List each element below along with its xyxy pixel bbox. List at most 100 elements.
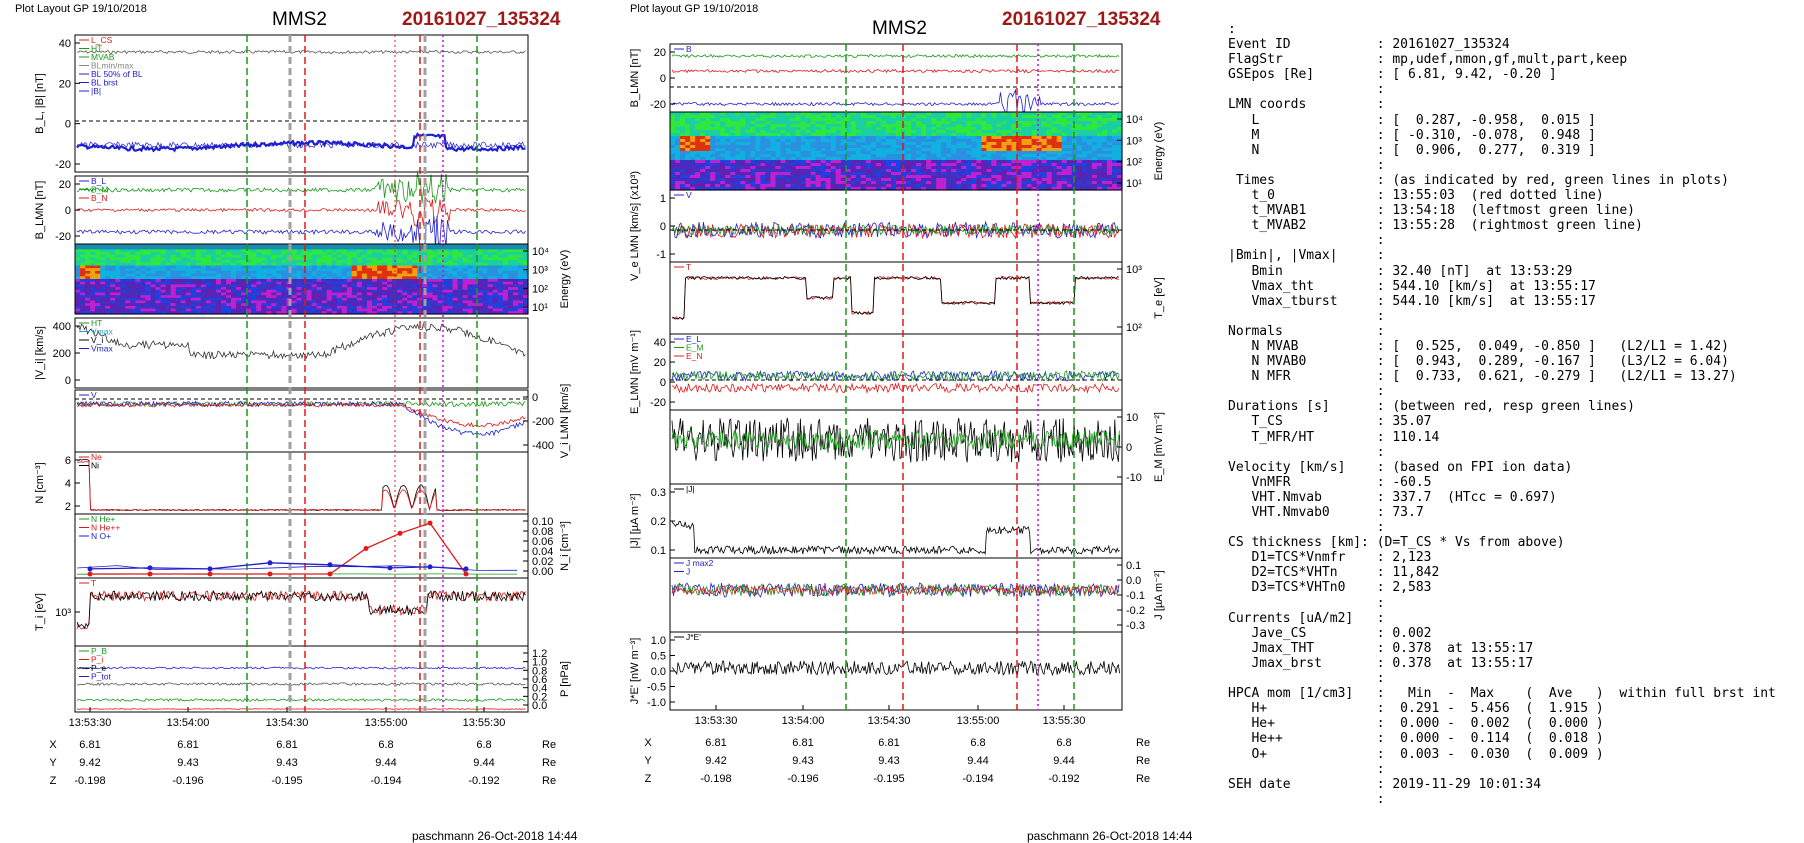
orbit-value: 9.43 bbox=[177, 757, 198, 769]
panel-frame bbox=[75, 35, 528, 172]
series-line bbox=[672, 277, 1119, 320]
y-tick-label: 10² bbox=[1126, 322, 1142, 334]
panel-frame bbox=[670, 558, 1122, 632]
orbit-unit: Re bbox=[542, 739, 556, 751]
y-tick-label: 10 bbox=[1126, 412, 1138, 424]
y-axis-label: E_LMN [mV m⁻¹] bbox=[629, 330, 641, 414]
series-line bbox=[672, 418, 1120, 463]
series-line bbox=[77, 51, 526, 54]
legend-entry: P_tot bbox=[91, 672, 111, 682]
orbit-value: -0.195 bbox=[271, 775, 302, 787]
y-tick-label: 10⁴ bbox=[532, 246, 549, 258]
y-tick-label: 10³ bbox=[55, 607, 71, 619]
y-tick-label: 0 bbox=[1126, 442, 1132, 454]
y-axis-label: Energy (eV) bbox=[1153, 122, 1165, 181]
y-tick-label: -20 bbox=[650, 99, 666, 111]
y-tick-label: 20 bbox=[654, 357, 666, 369]
left-panel: 1.21.00.80.60.40.20.0P [nPa]P_BP_iP_eP_t… bbox=[75, 646, 571, 712]
orbit-unit: Re bbox=[542, 775, 556, 787]
legend-entry: Vmax bbox=[91, 344, 113, 354]
y-tick-label: 10⁴ bbox=[1126, 114, 1143, 126]
y-tick-label: -200 bbox=[532, 416, 554, 428]
orbit-row-label: X bbox=[49, 739, 57, 751]
orbit-value: -0.198 bbox=[74, 775, 105, 787]
orbit-value: 6.81 bbox=[276, 739, 297, 751]
y-tick-label: 0.3 bbox=[651, 487, 666, 499]
y-tick-label: 10¹ bbox=[1126, 178, 1142, 190]
x-tick-label: 13:53:30 bbox=[69, 717, 112, 729]
y-tick-label: -20 bbox=[55, 159, 71, 171]
y-tick-label: 2 bbox=[65, 501, 71, 513]
y-tick-label: 20 bbox=[59, 179, 71, 191]
y-axis-label: B_L, |B| [nT] bbox=[34, 73, 46, 134]
legend-entry: B bbox=[686, 44, 692, 54]
y-tick-label: 0.1 bbox=[1126, 560, 1141, 572]
x-tick-label: 13:54:30 bbox=[266, 717, 309, 729]
orbit-value: 6.8 bbox=[476, 739, 491, 751]
orbit-value: 9.44 bbox=[473, 757, 494, 769]
y-axis-label: Energy (eV) bbox=[559, 250, 571, 309]
y-tick-label: 0 bbox=[65, 119, 71, 131]
series-line bbox=[77, 683, 526, 685]
orbit-value: 6.81 bbox=[79, 739, 100, 751]
orbit-row-label: Z bbox=[50, 775, 57, 787]
y-tick-label: 0 bbox=[660, 73, 666, 85]
left-panel: 10³ T_i [eV] T bbox=[34, 578, 528, 646]
series-line bbox=[672, 384, 1119, 393]
y-axis-label: T_i [eV] bbox=[34, 593, 46, 631]
y-tick-label: 40 bbox=[654, 337, 666, 349]
series-line bbox=[672, 70, 1119, 73]
y-axis-label: |J| [µA m⁻²] bbox=[629, 493, 641, 548]
right-panel: 0.30.20.1|J| [µA m⁻²]|J| bbox=[629, 484, 1122, 558]
y-tick-label: 10² bbox=[1126, 157, 1142, 169]
y-tick-label: 10² bbox=[532, 283, 548, 295]
right-panel: 200-20B_LMN [nT]B bbox=[629, 44, 1122, 116]
y-tick-label: 0 bbox=[65, 205, 71, 217]
series-line bbox=[77, 461, 526, 510]
panel-frame bbox=[670, 262, 1122, 334]
legend-entry: N O+ bbox=[91, 531, 111, 541]
y-tick-label: 400 bbox=[53, 321, 71, 333]
legend-entry: |B| bbox=[91, 86, 101, 96]
orbit-value: 9.44 bbox=[375, 757, 396, 769]
y-tick-label: 10³ bbox=[532, 265, 548, 277]
y-tick-label: 0.00 bbox=[532, 566, 553, 578]
panel-frame bbox=[75, 318, 528, 388]
y-tick-label: -400 bbox=[532, 440, 554, 452]
x-tick-label: 13:55:00 bbox=[365, 717, 408, 729]
orbit-value: 9.42 bbox=[79, 757, 100, 769]
series-line bbox=[77, 459, 526, 510]
y-axis-label: N_i [cm⁻³] bbox=[559, 521, 571, 571]
y-tick-label: 0 bbox=[65, 375, 71, 387]
y-axis-label: T_e [eV] bbox=[1153, 277, 1165, 319]
series-line bbox=[672, 521, 1120, 554]
series-line bbox=[77, 667, 526, 669]
y-tick-label: 0.0 bbox=[532, 700, 547, 712]
orbit-value: -0.196 bbox=[172, 775, 203, 787]
y-tick-label: -1 bbox=[656, 249, 666, 261]
legend-entry: T bbox=[91, 578, 96, 588]
y-tick-label: 20 bbox=[654, 47, 666, 59]
orbit-value: -0.194 bbox=[370, 775, 401, 787]
y-tick-label: -10 bbox=[1126, 472, 1142, 484]
y-tick-label: 0.1 bbox=[651, 545, 666, 557]
panel-frame bbox=[670, 484, 1122, 558]
x-tick-label: 13:54:00 bbox=[167, 717, 210, 729]
orbit-value: -0.192 bbox=[468, 775, 499, 787]
legend-entry: V bbox=[91, 390, 97, 400]
legend-entry: T bbox=[686, 262, 691, 272]
y-axis-label: V_i LMN [km/s] bbox=[559, 384, 571, 459]
series-line bbox=[77, 403, 526, 427]
series-line bbox=[77, 591, 526, 629]
x-tick-label: 13:55:30 bbox=[463, 717, 506, 729]
y-tick-label: 40 bbox=[59, 38, 71, 50]
y-axis-label: N [cm⁻³] bbox=[34, 462, 46, 503]
